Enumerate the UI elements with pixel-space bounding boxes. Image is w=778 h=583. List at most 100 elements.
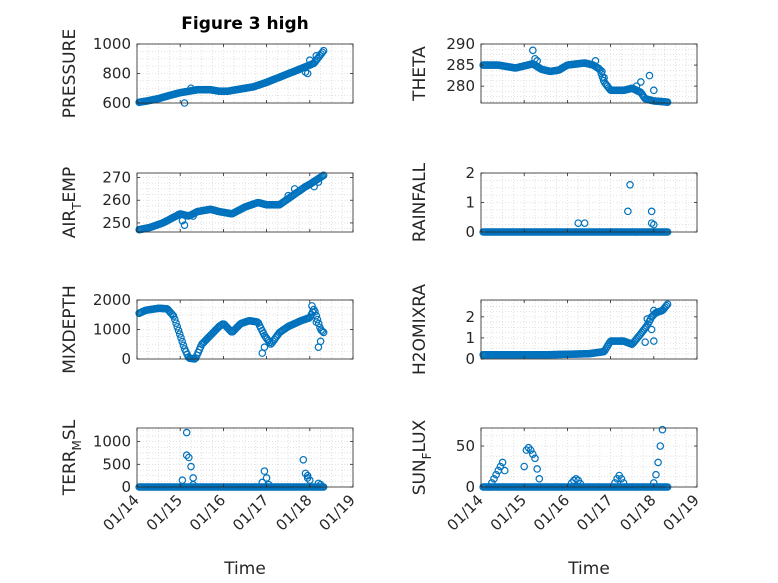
x-axis-label: Time — [223, 559, 266, 579]
data-point — [187, 84, 195, 93]
data-point — [178, 337, 187, 346]
panel-sun_flux: 0 50 01/14 01/15 01/16 01/17 01/18 01/19 Time SUN… — [410, 419, 703, 579]
y-axis-label: TERRMSL — [60, 419, 84, 496]
data-point — [647, 207, 656, 216]
data-point — [303, 69, 312, 78]
data-point — [180, 221, 189, 229]
y-tick-label: 285 — [446, 56, 475, 74]
data-point — [305, 56, 314, 65]
data-point — [531, 54, 539, 63]
y-tick-label: 800 — [102, 65, 131, 83]
data-point — [626, 181, 634, 189]
data-point — [260, 467, 269, 475]
data-point — [524, 443, 533, 452]
data-point — [492, 470, 500, 479]
x-tick-label: 01/19 — [316, 491, 359, 534]
plot-area — [137, 428, 353, 487]
data-point — [311, 307, 319, 316]
x-tick-label: 01/18 — [272, 491, 315, 534]
axis-box — [480, 43, 698, 104]
panel-air_temp: 250 260 270 AIRTEMP — [60, 167, 354, 238]
data-point — [174, 326, 183, 335]
data-point — [643, 315, 652, 323]
axis-box — [136, 427, 354, 488]
y-tick-label: 0 — [465, 223, 475, 241]
data-point — [522, 446, 531, 454]
data-point — [658, 425, 667, 434]
y-tick-label: 260 — [102, 191, 131, 209]
data-series — [135, 302, 328, 363]
panel-terr_msl: 0 500 1000 01/14 01/15 01/16 01/17 01/18 01/19 Ti… — [60, 419, 359, 579]
data-point — [318, 48, 327, 57]
y-axis-label: RAINFALL — [410, 162, 430, 242]
data-point — [177, 333, 185, 342]
axis-box — [480, 299, 698, 360]
data-point — [652, 470, 660, 479]
y-tick-label: 280 — [446, 77, 475, 95]
data-point — [600, 73, 608, 82]
y-tick-label: 250 — [102, 214, 131, 232]
y-tick-label: 290 — [446, 35, 475, 53]
data-point — [500, 466, 509, 475]
data-point — [498, 458, 507, 467]
data-point — [611, 479, 619, 487]
y-tick-label: 1000 — [93, 433, 131, 451]
y-tick-label: 1 — [465, 194, 475, 212]
y-tick-label: 50 — [456, 437, 475, 455]
data-point — [490, 475, 498, 483]
y-tick-label: 1000 — [93, 321, 131, 339]
data-point — [641, 338, 649, 346]
figure-title: Figure 3 high — [181, 14, 309, 34]
data-point — [529, 46, 537, 55]
y-axis-label: SUNFLUX — [410, 419, 434, 495]
data-point — [637, 78, 645, 86]
y-tick-label: 500 — [102, 455, 131, 473]
data-point — [284, 191, 293, 200]
data-point — [663, 300, 672, 309]
data-point — [662, 301, 671, 310]
y-axis-label: H2OMIXRA — [410, 284, 430, 375]
data-point — [496, 462, 505, 471]
x-tick-label: 01/14 — [444, 491, 487, 534]
data-point — [649, 220, 658, 229]
data-point — [310, 182, 318, 191]
plot-area — [481, 428, 697, 487]
data-point — [312, 318, 321, 326]
x-tick-label: 01/15 — [487, 491, 530, 534]
data-point — [529, 450, 537, 459]
data-point — [316, 480, 325, 489]
data-point — [299, 455, 308, 464]
data-point — [312, 51, 321, 60]
panel-theta: 280 285 290 THETA — [410, 35, 698, 106]
x-tick-label: 01/16 — [186, 491, 229, 534]
y-tick-label: 1000 — [93, 35, 131, 53]
data-point — [308, 302, 316, 310]
x-tick-label: 01/17 — [229, 491, 272, 534]
y-tick-label: 270 — [102, 169, 131, 187]
data-point — [580, 219, 589, 227]
plot-area — [481, 44, 697, 103]
x-axis-label: Time — [567, 559, 610, 579]
data-point — [487, 479, 496, 487]
data-point — [649, 306, 658, 315]
x-tick-label: 01/15 — [143, 491, 186, 534]
data-point — [318, 327, 327, 336]
data-point — [649, 86, 658, 95]
y-axis-label: MIXDEPTH — [60, 285, 80, 374]
data-point — [262, 474, 271, 482]
data-point — [258, 478, 267, 487]
data-point — [290, 185, 299, 193]
x-tick-label: 01/14 — [100, 491, 143, 534]
y-tick-label: 0 — [121, 478, 131, 496]
data-point — [303, 471, 312, 480]
y-tick-label: 2 — [465, 164, 475, 182]
x-tick-label: 01/18 — [616, 491, 659, 534]
axis-box — [136, 172, 354, 233]
data-point — [319, 171, 328, 180]
y-tick-label: 1 — [465, 329, 475, 347]
data-point — [172, 319, 180, 327]
data-point — [596, 66, 604, 74]
y-tick-label: 600 — [102, 94, 131, 112]
